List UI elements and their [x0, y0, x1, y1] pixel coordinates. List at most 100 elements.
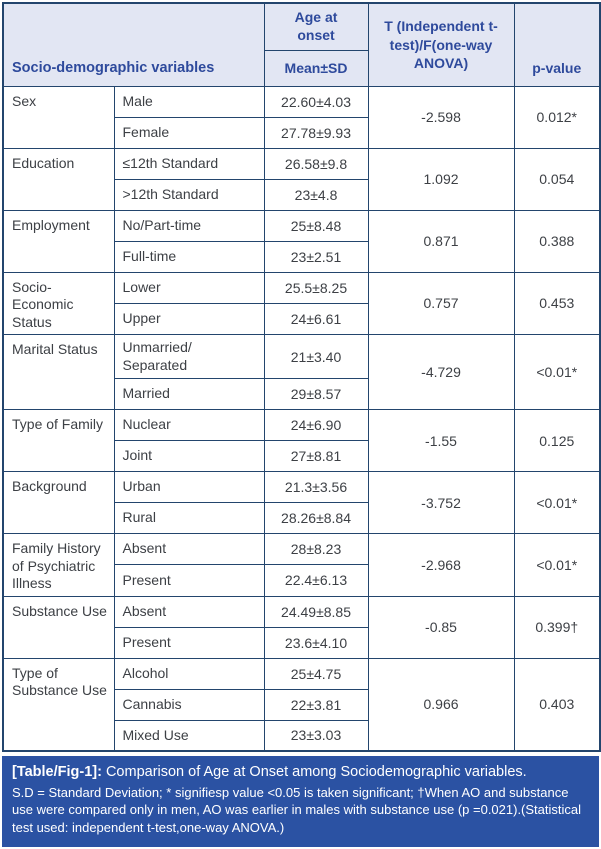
mean-sd-cell: 29±8.57: [263, 378, 369, 410]
mean-sd-cell: 26.58±9.8: [263, 147, 369, 180]
table-row: Background Urban 21.3±3.56 -3.752 <0.01*: [2, 471, 601, 534]
table-header: Socio-demographic variables Age at onset…: [2, 2, 601, 87]
level-cell: Full-time: [113, 240, 265, 273]
mean-sd-cell: 23±2.51: [263, 240, 369, 273]
statistic-cell: -2.968: [367, 533, 515, 597]
statistic-cell: -0.85: [367, 595, 515, 659]
table-row: Socio-Economic Status Lower 25.5±8.25 0.757…: [2, 271, 601, 335]
caption-title: [Table/Fig-1]: Comparison of Age at Onset…: [12, 763, 589, 782]
header-row-2: Mean±SD: [3, 49, 600, 87]
mean-sd-cell: 22.4±6.13: [263, 564, 369, 597]
level-cell: Nuclear: [113, 409, 265, 441]
statistic-cell: 1.092: [367, 147, 515, 211]
category-cell: Socio-Economic Status: [2, 271, 115, 335]
level-cell: Unmarried/ Separated: [113, 334, 265, 379]
level-cell: Upper: [113, 302, 265, 336]
level-cell: Absent: [113, 595, 265, 628]
table-row: Family History of Psychiatric Illness Abs…: [2, 532, 601, 597]
table-row: Present 22.4±6.13: [3, 564, 600, 597]
header-mean-sd: Mean±SD: [263, 49, 369, 87]
sociodemographic-table: Socio-demographic variables Age at onset…: [2, 2, 601, 752]
mean-sd-cell: 27.78±9.93: [263, 116, 369, 149]
mean-sd-cell: 25.5±8.25: [263, 271, 369, 304]
header-age-at-onset: Age at onset: [263, 2, 369, 51]
category-cell: Sex: [2, 85, 115, 149]
level-cell: Absent: [113, 532, 265, 566]
mean-sd-cell: 24±6.61: [263, 302, 369, 336]
statistic-cell: -1.55: [367, 409, 515, 472]
mean-sd-cell: 24.49±8.85: [263, 595, 369, 628]
level-cell: Joint: [113, 440, 265, 472]
p-value-cell: 0.453: [513, 271, 601, 335]
mean-sd-cell: 25±4.75: [263, 657, 369, 690]
table-row: Mixed Use 23±3.03: [3, 719, 600, 752]
category-cell: Education: [2, 147, 115, 211]
level-cell: Rural: [113, 502, 265, 534]
table-body: Sex Male 22.60±4.03 -2.598 0.012* Female 27.78…: [2, 85, 601, 752]
header-row-1: Socio-demographic variables Age at onset…: [2, 2, 601, 87]
table-row: Full-time 23±2.51: [3, 240, 600, 273]
level-cell: Present: [113, 626, 265, 659]
category-cell: Substance Use: [2, 595, 115, 659]
p-value-cell: 0.399†: [513, 595, 601, 659]
category-cell: Type of Family: [2, 409, 115, 472]
table-row: Employment No/Part-time 25±8.48 0.871 0.388: [2, 209, 601, 273]
category-cell: Family History of Psychiatric Illness: [2, 533, 115, 597]
table-row: Marital Status Unmarried/ Separated 21±3.4…: [2, 334, 601, 410]
mean-sd-cell: 27±8.81: [263, 440, 369, 472]
table-row: Education ≤12th Standard 26.58±9.8 1.092 0.0…: [2, 147, 601, 211]
statistic-cell: 0.871: [367, 209, 515, 273]
p-value-cell: 0.125: [513, 409, 601, 472]
mean-sd-cell: 28±8.23: [263, 532, 369, 566]
table-row: Type of Substance Use Alcohol 25±4.75 0.966…: [2, 657, 601, 752]
p-value-cell: 0.054: [513, 147, 601, 211]
category-cell: Type of Substance Use: [2, 657, 115, 752]
level-cell: Married: [113, 378, 265, 410]
header-socio-demographic-variables: Socio-demographic variables: [2, 2, 265, 87]
statistic-cell: -4.729: [367, 334, 515, 410]
level-cell: >12th Standard: [113, 178, 265, 211]
level-cell: Urban: [113, 471, 265, 503]
p-value-cell: 0.012*: [513, 85, 601, 149]
mean-sd-cell: 28.26±8.84: [263, 502, 369, 534]
level-cell: Alcohol: [113, 657, 265, 690]
table-caption: [Table/Fig-1]: Comparison of Age at Onset…: [2, 756, 599, 847]
caption-label: [Table/Fig-1]:: [12, 764, 102, 780]
mean-sd-cell: 23±3.03: [263, 719, 369, 752]
table-row: Sex Male 22.60±4.03 -2.598 0.012*: [2, 85, 601, 149]
category-cell: Employment: [2, 209, 115, 273]
header-statistic: T (Independent t-test)/F(one-way ANOVA): [367, 2, 515, 87]
level-cell: Cannabis: [113, 688, 265, 721]
level-cell: Mixed Use: [113, 719, 265, 752]
table-row: Female 27.78±9.93: [3, 116, 600, 149]
level-cell: Lower: [113, 271, 265, 304]
category-cell: Marital Status: [2, 334, 115, 410]
statistic-cell: 0.966: [367, 657, 515, 752]
mean-sd-cell: 23±4.8: [263, 178, 369, 211]
mean-sd-cell: 25±8.48: [263, 209, 369, 242]
mean-sd-cell: 22±3.81: [263, 688, 369, 721]
statistic-cell: -2.598: [367, 85, 515, 149]
level-cell: No/Part-time: [113, 209, 265, 242]
mean-sd-cell: 21±3.40: [263, 334, 369, 379]
table-row: Substance Use Absent 24.49±8.85 -0.85 0.399†: [2, 595, 601, 659]
mean-sd-cell: 21.3±3.56: [263, 471, 369, 503]
p-value-cell: <0.01*: [513, 533, 601, 597]
level-cell: Male: [113, 85, 265, 118]
statistic-cell: -3.752: [367, 471, 515, 534]
caption-title-text: Comparison of Age at Onset among Sociode…: [105, 764, 527, 780]
table-row: Upper 24±6.61: [3, 302, 600, 336]
table-row: Married 29±8.57: [3, 378, 600, 410]
table-row: Cannabis 22±3.81: [3, 688, 600, 721]
level-cell: Present: [113, 564, 265, 597]
mean-sd-cell: 24±6.90: [263, 409, 369, 441]
mean-sd-cell: 22.60±4.03: [263, 85, 369, 118]
p-value-cell: 0.403: [513, 657, 601, 752]
header-p-value: p-value: [513, 2, 601, 87]
level-cell: Female: [113, 116, 265, 149]
statistic-cell: 0.757: [367, 271, 515, 335]
category-cell: Background: [2, 471, 115, 534]
caption-footnote: S.D = Standard Deviation; * signifiesp v…: [12, 784, 582, 835]
p-value-cell: <0.01*: [513, 334, 601, 410]
